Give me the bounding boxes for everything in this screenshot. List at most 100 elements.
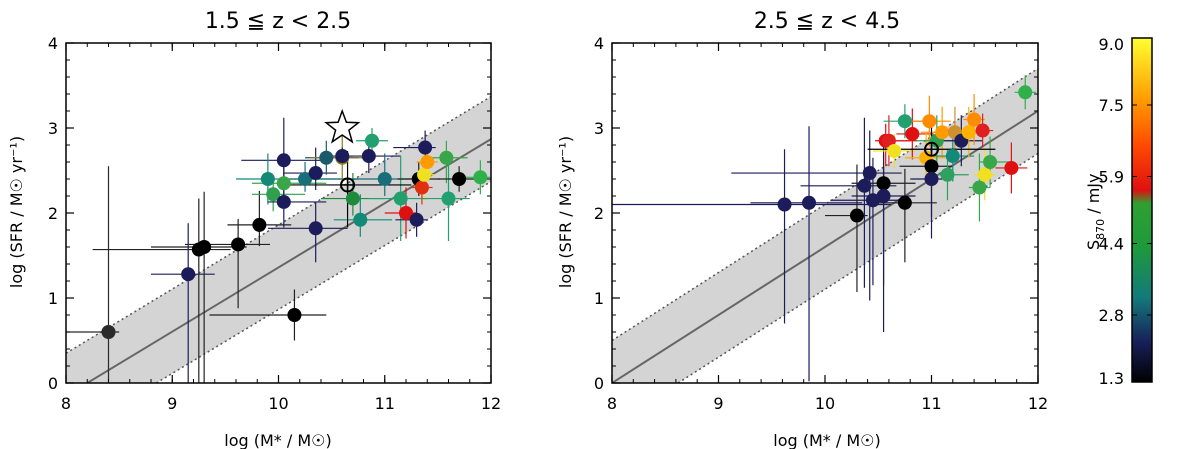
data-point bbox=[441, 191, 456, 206]
data-point bbox=[353, 212, 368, 227]
y-tick-label: 0 bbox=[48, 374, 58, 393]
colorbar-tick-label: 4.4 bbox=[1099, 235, 1124, 254]
colorbar-gradient bbox=[1131, 37, 1153, 383]
colorbar-tick-label: 1.3 bbox=[1099, 369, 1124, 388]
band-lower-edge bbox=[155, 180, 491, 383]
x-tick-label: 11 bbox=[921, 394, 941, 413]
y-tick-label: 0 bbox=[594, 374, 604, 393]
data-point bbox=[865, 193, 880, 208]
x-tick-label: 10 bbox=[815, 394, 835, 413]
colorbar-ticks: 1.3 2.8 4.4 5.9 7.5 9.0 bbox=[1099, 35, 1152, 388]
data-point bbox=[876, 176, 891, 191]
x-axis-label: log (M* / M☉) bbox=[773, 431, 880, 449]
colorbar-tick-label: 2.8 bbox=[1099, 306, 1124, 325]
colorbar-label-main: S bbox=[1084, 240, 1103, 250]
data-point bbox=[777, 197, 792, 212]
y-tick-label: 2 bbox=[48, 204, 58, 223]
data-point bbox=[975, 123, 990, 138]
y-tick-label: 4 bbox=[48, 34, 58, 53]
data-point bbox=[1004, 160, 1019, 175]
data-point bbox=[857, 178, 872, 193]
data-point bbox=[308, 166, 323, 181]
data-point bbox=[418, 140, 433, 155]
data-point bbox=[887, 143, 902, 158]
data-point bbox=[905, 126, 920, 141]
data-point bbox=[876, 189, 891, 203]
data-point bbox=[298, 172, 313, 186]
data-point bbox=[409, 212, 424, 227]
y-tick-label: 3 bbox=[594, 119, 604, 138]
data-point bbox=[420, 155, 435, 169]
data-point bbox=[922, 114, 937, 129]
data-point bbox=[287, 308, 302, 322]
data-point bbox=[197, 240, 212, 254]
colorbar-label: S870 / mJy bbox=[1084, 174, 1107, 251]
data-point bbox=[276, 176, 291, 191]
data-points bbox=[101, 108, 488, 339]
plot-content bbox=[612, 67, 1038, 383]
data-point bbox=[231, 237, 246, 252]
x-tick-label: 11 bbox=[375, 394, 395, 413]
data-point bbox=[924, 159, 939, 174]
data-point bbox=[417, 167, 432, 182]
data-point bbox=[101, 325, 116, 339]
data-point bbox=[308, 221, 323, 236]
x-tick-label: 9 bbox=[167, 394, 177, 413]
data-points bbox=[777, 85, 1033, 223]
y-tick-label: 4 bbox=[594, 34, 604, 53]
y-axis-label: log (SFR / M☉ yr⁻¹) bbox=[556, 136, 575, 288]
colorbar-tick-label: 9.0 bbox=[1099, 35, 1124, 54]
y-axis-label: log (SFR / M☉ yr⁻¹) bbox=[7, 136, 26, 288]
data-point bbox=[439, 150, 454, 165]
data-point bbox=[940, 167, 955, 182]
data-point bbox=[935, 125, 950, 140]
data-point bbox=[961, 125, 976, 140]
data-point bbox=[1018, 85, 1033, 100]
data-point bbox=[967, 112, 982, 127]
star-marker bbox=[324, 108, 361, 144]
x-tick-label: 8 bbox=[607, 394, 617, 413]
data-point bbox=[181, 267, 196, 282]
data-point bbox=[452, 172, 467, 186]
data-point bbox=[473, 170, 488, 185]
panel-title: 2.5 ≦ z < 4.5 bbox=[754, 9, 900, 34]
colorbar-tick-label: 7.5 bbox=[1099, 96, 1124, 115]
y-tick-label: 3 bbox=[48, 119, 58, 138]
data-point bbox=[276, 153, 291, 168]
data-point bbox=[361, 149, 376, 164]
data-point bbox=[365, 133, 379, 148]
y-tick-label: 1 bbox=[594, 289, 604, 308]
x-tick-label: 9 bbox=[713, 394, 723, 413]
x-tick-label: 12 bbox=[481, 394, 501, 413]
colorbar-label-sub: 870 bbox=[1094, 219, 1107, 240]
data-point bbox=[276, 194, 291, 209]
y-tick-label: 1 bbox=[48, 289, 58, 308]
colorbar-tick-label: 5.9 bbox=[1099, 167, 1124, 186]
colorbar-label-unit: / mJy bbox=[1084, 174, 1103, 219]
data-point bbox=[862, 166, 877, 181]
x-tick-label: 12 bbox=[1028, 394, 1048, 413]
data-point bbox=[414, 180, 429, 195]
data-point bbox=[399, 206, 413, 220]
data-point bbox=[393, 191, 408, 206]
data-point bbox=[319, 150, 334, 165]
x-tick-label: 8 bbox=[61, 394, 71, 413]
data-point bbox=[983, 155, 998, 169]
panel-title: 1.5 ≦ z < 2.5 bbox=[205, 9, 351, 34]
x-tick-label: 10 bbox=[268, 394, 288, 413]
data-point bbox=[345, 191, 360, 206]
data-point bbox=[945, 149, 960, 164]
data-point bbox=[802, 195, 817, 210]
colorbar: 1.3 2.8 4.4 5.9 7.5 9.0 S870 / mJy bbox=[1084, 35, 1153, 388]
data-point bbox=[897, 195, 912, 210]
x-axis-label: log (M* / M☉) bbox=[224, 431, 331, 449]
data-point bbox=[377, 172, 392, 186]
data-point bbox=[972, 180, 987, 195]
data-point bbox=[849, 208, 864, 223]
